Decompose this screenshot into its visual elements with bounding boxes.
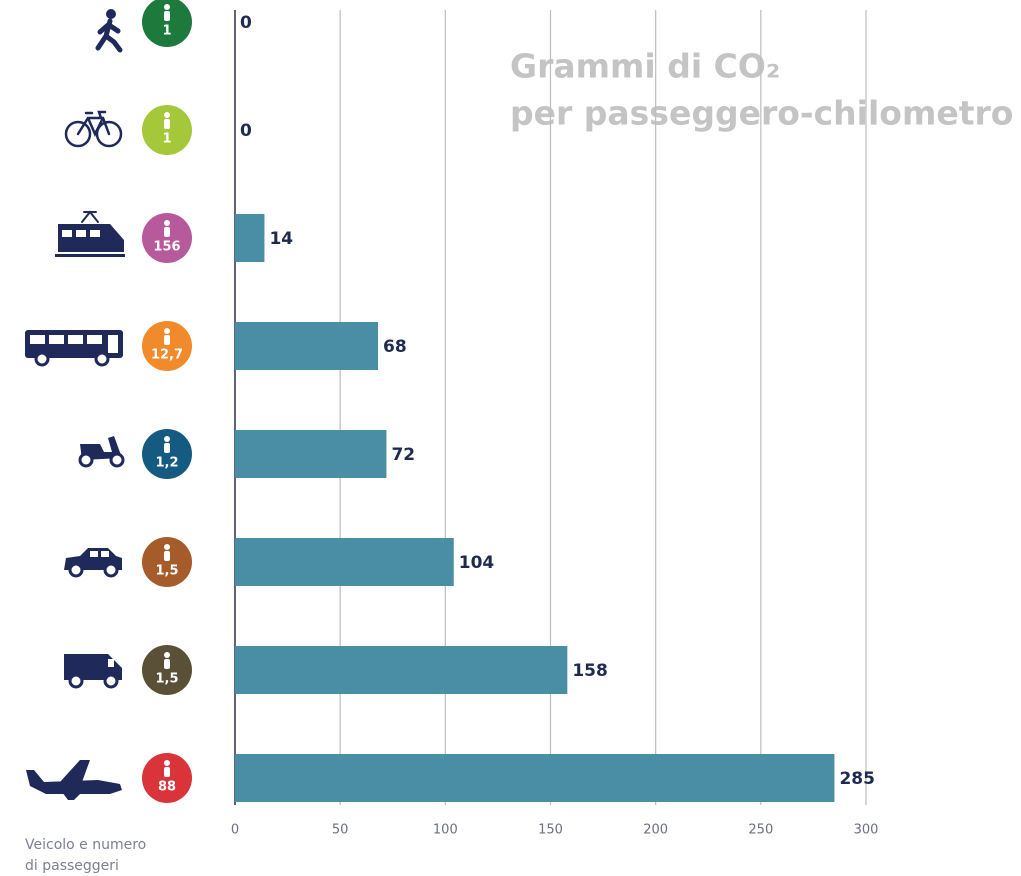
- badge-person-head: [164, 112, 170, 118]
- badge-person-head: [164, 544, 170, 550]
- badge-person-body: [164, 119, 170, 129]
- passenger-badge: 1,5: [142, 645, 192, 695]
- badge-person-head: [164, 436, 170, 442]
- badge-person-body: [164, 659, 170, 669]
- van-icon: [64, 654, 122, 689]
- bus-icon: [25, 330, 123, 367]
- badge-circle: [142, 321, 192, 371]
- badge-person-head: [164, 328, 170, 334]
- badge-circle: [142, 537, 192, 587]
- passenger-badge: 156: [142, 213, 192, 263]
- row-label: di passeggeri: [25, 858, 119, 874]
- badge-circle: [142, 213, 192, 263]
- chart-title-line: per passeggero-chilometro: [510, 94, 1013, 133]
- walker-icon: [95, 9, 123, 53]
- plane-icon: [26, 760, 122, 800]
- value-label: 14: [269, 229, 293, 249]
- bar: [235, 538, 454, 586]
- bike-icon: [64, 110, 123, 148]
- scooter-icon: [78, 436, 125, 468]
- bar: [235, 646, 568, 694]
- passenger-badge: 1,5: [142, 537, 192, 587]
- badge-label: 1,2: [155, 456, 178, 471]
- badge-circle: [142, 753, 192, 803]
- badge-label: 156: [153, 240, 180, 255]
- x-tick-label: 0: [231, 823, 239, 838]
- badge-label: 1,5: [155, 672, 178, 687]
- badge-label: 1: [162, 24, 171, 39]
- badge-person-body: [164, 767, 170, 777]
- chart-title-line: Grammi di CO₂: [510, 47, 780, 86]
- passenger-badge: 1,2: [142, 429, 192, 479]
- passenger-badge: 1: [142, 0, 192, 47]
- value-label: 158: [572, 661, 608, 681]
- bar: [235, 214, 265, 262]
- x-tick-label: 250: [748, 823, 773, 838]
- value-label: 68: [383, 337, 407, 357]
- badge-label: 12,7: [151, 348, 183, 363]
- x-tick-label: 100: [433, 823, 458, 838]
- badge-label: 1: [162, 132, 171, 147]
- badge-person-body: [164, 551, 170, 561]
- badge-person-body: [164, 11, 170, 21]
- x-tick-label: 150: [538, 823, 563, 838]
- tram-icon: [55, 210, 125, 257]
- x-tick-label: 300: [854, 823, 879, 838]
- value-label: 72: [391, 445, 415, 465]
- badge-person-head: [164, 4, 170, 10]
- badge-circle: [142, 429, 192, 479]
- x-tick-label: 50: [332, 823, 349, 838]
- value-label: 104: [459, 553, 495, 573]
- value-label: 285: [839, 769, 875, 789]
- badge-person-head: [164, 220, 170, 226]
- row-label: Veicolo e numero: [25, 837, 146, 853]
- bar: [235, 430, 387, 478]
- badge-circle: [142, 645, 192, 695]
- passenger-badge: 12,7: [142, 321, 192, 371]
- badge-label: 88: [158, 780, 176, 795]
- badge-label: 1,5: [155, 564, 178, 579]
- passenger-badge: 1: [142, 105, 192, 155]
- car-icon: [64, 548, 122, 578]
- badge-person-body: [164, 443, 170, 453]
- bar: [235, 322, 379, 370]
- badge-person-body: [164, 335, 170, 345]
- badge-circle: [142, 105, 192, 155]
- badge-circle: [142, 0, 192, 47]
- x-tick-label: 200: [643, 823, 668, 838]
- value-label: 0: [240, 121, 252, 141]
- badge-person-head: [164, 760, 170, 766]
- badge-person-head: [164, 652, 170, 658]
- passenger-badge: 88: [142, 753, 192, 803]
- value-label: 0: [240, 13, 252, 33]
- bar: [235, 754, 835, 802]
- badge-person-body: [164, 227, 170, 237]
